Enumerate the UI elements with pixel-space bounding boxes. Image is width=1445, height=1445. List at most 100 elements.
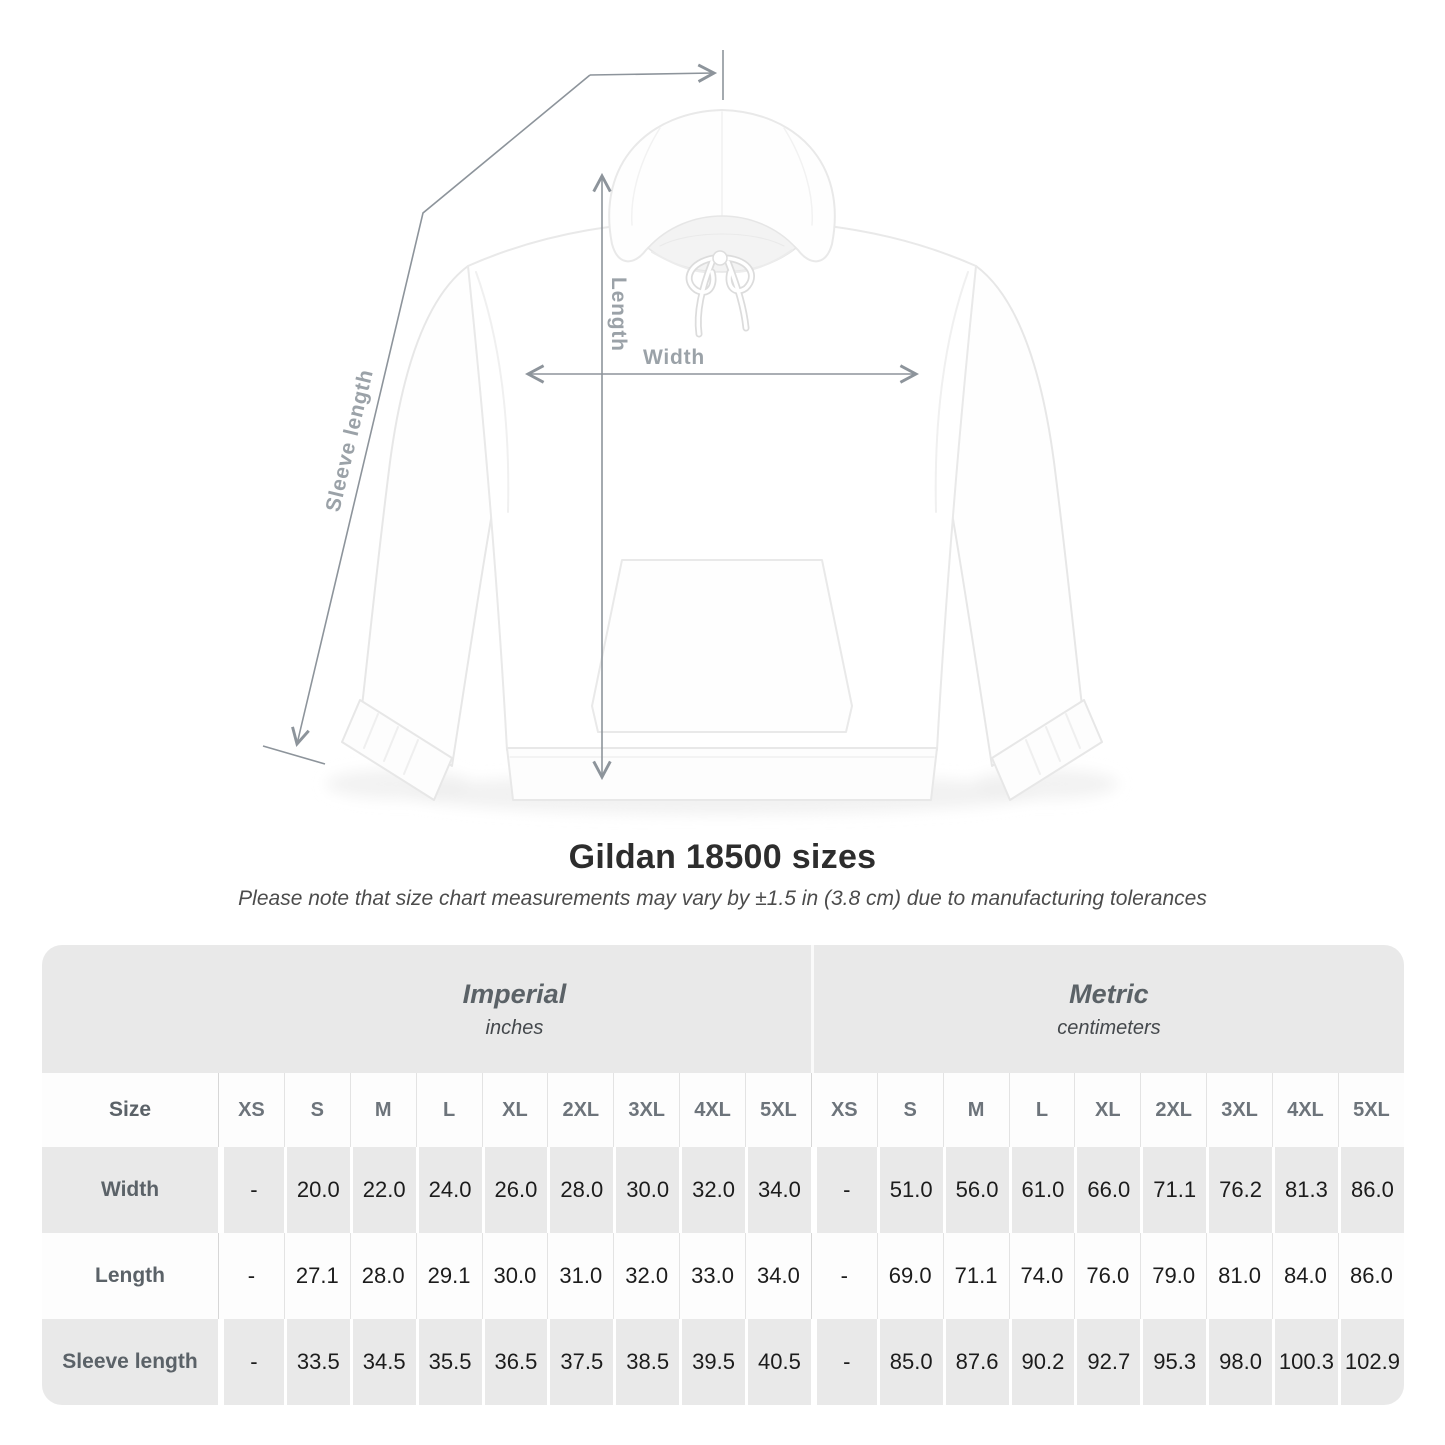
sleeve-start-tick (262, 745, 326, 765)
value-cell: 27.1 (283, 1233, 350, 1319)
size-col-header: 4XL (1272, 1073, 1338, 1147)
size-col-header: 3XL (613, 1073, 680, 1147)
value-cell: 34.0 (745, 1147, 811, 1233)
value-cell: 33.5 (283, 1319, 350, 1405)
value-cell: 32.0 (613, 1233, 680, 1319)
title-block: Gildan 18500 sizes Please note that size… (0, 838, 1445, 911)
value-cell: - (810, 1319, 877, 1405)
value-cell: 76.0 (1074, 1233, 1141, 1319)
value-cell: 56.0 (942, 1147, 1009, 1233)
value-cell: 51.0 (876, 1147, 943, 1233)
row-label-width: Width (42, 1147, 218, 1233)
unit-header-spacer (42, 945, 218, 1073)
value-cell: 74.0 (1008, 1233, 1075, 1319)
value-cell: 100.3 (1272, 1319, 1338, 1405)
value-cell: 98.0 (1206, 1319, 1272, 1405)
value-cell: 31.0 (547, 1233, 614, 1319)
kangaroo-pocket (591, 559, 853, 733)
metric-group-name: Metric (1069, 978, 1149, 1009)
value-cell: 81.3 (1272, 1147, 1338, 1233)
width-row: Width - 20.0 22.0 24.0 26.0 28.0 30.0 32… (42, 1147, 1404, 1233)
measurement-annotations (262, 50, 920, 781)
size-col-header: M (942, 1073, 1009, 1147)
hoodie-illustration (341, 109, 1103, 801)
value-cell: 76.2 (1206, 1147, 1272, 1233)
size-col-header: 2XL (547, 1073, 614, 1147)
size-col-header: 5XL (745, 1073, 811, 1147)
value-cell: 71.1 (1140, 1147, 1207, 1233)
drawstrings (685, 250, 755, 338)
hood-opening (647, 215, 797, 273)
size-column-label: Size (42, 1073, 218, 1147)
hoodie-measurement-diagram: Width Length Sleeve length (262, 50, 1118, 814)
value-cell: 87.6 (942, 1319, 1009, 1405)
value-cell: 34.0 (745, 1233, 811, 1319)
size-col-header: XL (1074, 1073, 1141, 1147)
value-cell: 81.0 (1206, 1233, 1272, 1319)
right-cuff (991, 699, 1103, 801)
size-header-row: Size XS S M L XL 2XL 3XL 4XL 5XL XS S M … (42, 1073, 1404, 1147)
value-cell: - (218, 1147, 284, 1233)
imperial-group-name: Imperial (462, 978, 567, 1009)
metric-group-header: Metric centimeters (810, 945, 1404, 1073)
value-cell: 40.5 (745, 1319, 811, 1405)
value-cell: 79.0 (1140, 1233, 1207, 1319)
size-col-header: 4XL (679, 1073, 745, 1147)
metric-group-unit: centimeters (1057, 1016, 1161, 1039)
length-row: Length - 27.1 28.0 29.1 30.0 31.0 32.0 3… (42, 1233, 1404, 1319)
sleeve-length-row: Sleeve length - 33.5 34.5 35.5 36.5 37.5… (42, 1319, 1404, 1405)
value-cell: 37.5 (547, 1319, 614, 1405)
hem-band (506, 747, 938, 801)
value-cell: - (218, 1233, 284, 1319)
value-cell: - (218, 1319, 284, 1405)
value-cell: 33.0 (679, 1233, 745, 1319)
value-cell: 22.0 (349, 1147, 416, 1233)
size-table: Imperial inches Metric centimeters Size … (42, 945, 1404, 1405)
value-cell: 85.0 (876, 1319, 943, 1405)
value-cell: 61.0 (1008, 1147, 1075, 1233)
size-col-header: M (349, 1073, 416, 1147)
value-cell: 38.5 (613, 1319, 680, 1405)
size-col-header: 2XL (1140, 1073, 1207, 1147)
sleeve-length-arrow-line (291, 74, 591, 748)
value-cell: - (810, 1233, 877, 1319)
size-col-header: XS (810, 1073, 877, 1147)
value-cell: 71.1 (942, 1233, 1009, 1319)
value-cell: 102.9 (1337, 1319, 1404, 1405)
value-cell: 69.0 (876, 1233, 943, 1319)
value-cell: 32.0 (679, 1147, 745, 1233)
imperial-group-header: Imperial inches (218, 945, 811, 1073)
value-cell: 39.5 (679, 1319, 745, 1405)
value-cell: 66.0 (1074, 1147, 1141, 1233)
value-cell: 20.0 (283, 1147, 350, 1233)
row-label-length: Length (42, 1233, 218, 1319)
unit-group-header-row: Imperial inches Metric centimeters (42, 945, 1404, 1073)
value-cell: 30.0 (481, 1233, 548, 1319)
value-cell: 24.0 (415, 1147, 482, 1233)
size-col-header: L (1008, 1073, 1075, 1147)
size-col-header: XL (481, 1073, 548, 1147)
width-label: Width (643, 346, 705, 369)
value-cell: - (810, 1147, 877, 1233)
value-cell: 35.5 (415, 1319, 482, 1405)
value-cell: 29.1 (415, 1233, 482, 1319)
value-cell: 86.0 (1337, 1233, 1404, 1319)
value-cell: 30.0 (613, 1147, 680, 1233)
size-col-header: 5XL (1337, 1073, 1404, 1147)
size-col-header: 3XL (1206, 1073, 1272, 1147)
size-col-header: S (283, 1073, 350, 1147)
value-cell: 26.0 (481, 1147, 548, 1233)
imperial-group-unit: inches (485, 1016, 544, 1039)
value-cell: 28.0 (547, 1147, 614, 1233)
value-cell: 92.7 (1074, 1319, 1141, 1405)
value-cell: 36.5 (481, 1319, 548, 1405)
size-col-header: L (415, 1073, 482, 1147)
sleeve-length-arrow-top (589, 63, 718, 83)
left-cuff (341, 699, 453, 801)
value-cell: 90.2 (1008, 1319, 1075, 1405)
row-label-sleeve-length: Sleeve length (42, 1319, 218, 1405)
page-title: Gildan 18500 sizes (568, 838, 877, 876)
value-cell: 34.5 (349, 1319, 416, 1405)
value-cell: 84.0 (1272, 1233, 1338, 1319)
